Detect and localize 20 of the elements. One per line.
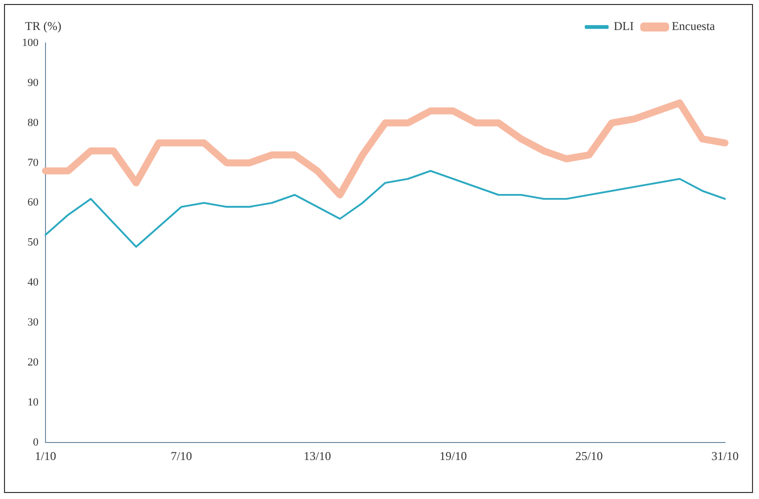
y-tick-label: 20 <box>28 356 39 369</box>
y-tick-label: 0 <box>33 436 39 448</box>
x-tick-label: 25/10 <box>575 448 603 463</box>
y-tick-label: 50 <box>28 236 39 249</box>
y-tick-label: 30 <box>28 316 39 329</box>
x-tick-label: 7/10 <box>170 448 192 463</box>
x-tick-label: 1/10 <box>34 448 56 463</box>
y-axis-title: TR (%) <box>25 19 62 34</box>
legend-label: DLI <box>614 19 634 34</box>
x-tick-label: 19/10 <box>440 448 467 463</box>
y-tick-label: 70 <box>28 156 39 169</box>
y-tick-label: 100 <box>22 36 39 49</box>
legend-label: Encuesta <box>672 19 716 34</box>
y-tick-label: 40 <box>28 276 39 289</box>
y-tick-label: 80 <box>28 116 39 129</box>
y-tick-label: 60 <box>28 196 39 209</box>
y-tick-label: 10 <box>28 396 39 409</box>
x-tick-label: 13/10 <box>304 448 331 463</box>
y-tick-label: 90 <box>28 76 39 89</box>
x-tick-label: 31/10 <box>711 448 739 463</box>
